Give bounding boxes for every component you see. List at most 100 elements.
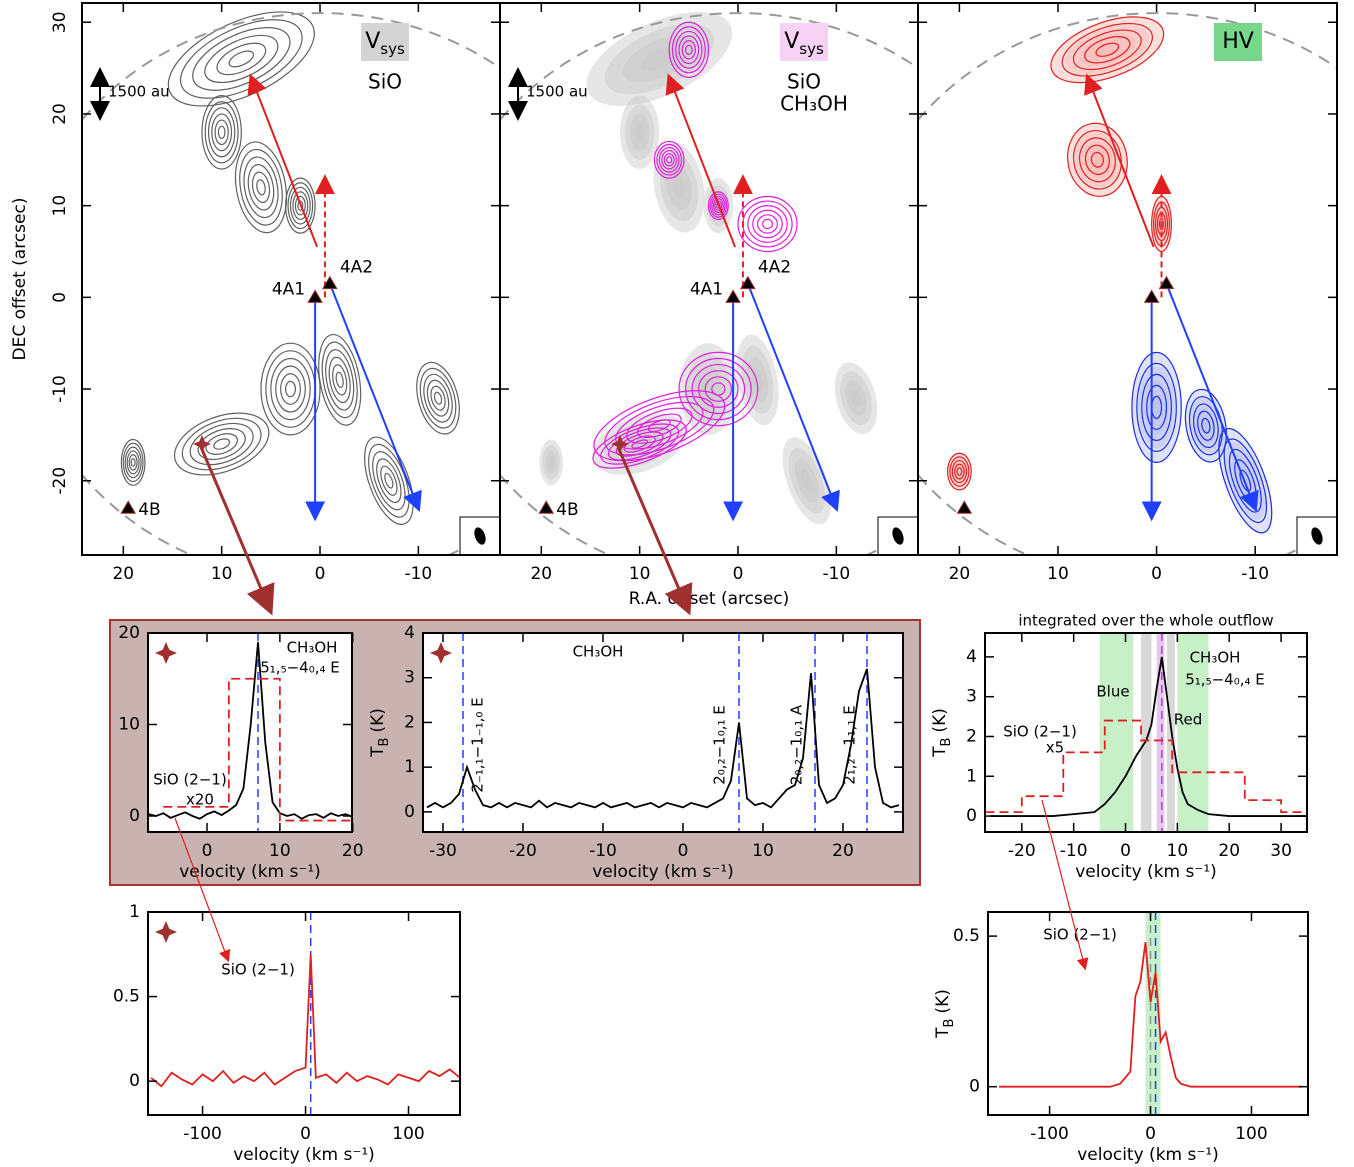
source-label: 4A1 — [690, 279, 723, 299]
emission-contour — [701, 377, 716, 401]
panel: CH₃OH 2₋₁,₁−1₋₁,₀ E 2₀,₂−1₀,₁ E 2₀,₂−1₀,₁ A… — [368, 623, 904, 882]
x-tick-label: 0 — [678, 841, 689, 861]
y-tick-label: -10 — [50, 375, 70, 403]
y-tick-label: 4 — [966, 647, 977, 667]
emission-contour — [1084, 36, 1131, 64]
emission-contour — [539, 439, 563, 486]
emission-contour — [1141, 373, 1172, 441]
x-tick-label: -10 — [1241, 564, 1269, 584]
emission-contour — [122, 442, 144, 483]
emission-contour — [197, 428, 246, 461]
y-tick-label: 0 — [969, 1077, 980, 1097]
panel: SiO (2−1) -100 0 100 0 0.5 velocity (km s⁻¹) TB… — [933, 911, 1309, 1165]
jet-arrow — [328, 283, 422, 512]
emission-contour — [1072, 29, 1142, 71]
emission-contour — [120, 438, 146, 486]
emission-contour — [675, 30, 703, 69]
map-label-main: V — [365, 29, 380, 54]
emission-contour — [762, 218, 774, 230]
annotation: CH₃OH — [1190, 649, 1241, 667]
field-of-view — [82, 12, 500, 555]
y-axis-label-sub: B — [939, 738, 954, 747]
emission-contour — [216, 42, 267, 76]
y-tick-label: 30 — [50, 11, 70, 33]
plot-area — [423, 633, 903, 832]
source-marker — [120, 500, 137, 514]
emission-contour — [698, 370, 739, 408]
link-arrow — [174, 817, 231, 963]
emission-contour — [607, 427, 672, 461]
source-label: 4B — [138, 500, 160, 520]
emission-contour — [1050, 16, 1165, 84]
y-axis-label-main: DEC offset (arcsec) — [10, 198, 30, 361]
x-axis-label: velocity (km s⁻¹) — [179, 862, 321, 882]
y-axis-label-sub: B — [942, 1019, 957, 1028]
emission-contour — [328, 356, 351, 404]
emission-contour — [416, 361, 460, 435]
emission-contour — [292, 191, 309, 220]
map-line-label: SiO — [787, 70, 821, 94]
source-label: 4A1 — [272, 279, 305, 299]
emission-contour — [335, 371, 344, 389]
y-axis-label-main: T — [933, 1027, 953, 1039]
x-tick-label: 20 — [949, 564, 971, 584]
source-label: 4A2 — [340, 258, 373, 278]
source-marker — [1143, 289, 1160, 303]
star-marker — [430, 642, 452, 664]
emission-contour — [678, 351, 759, 427]
emission-contour — [318, 333, 362, 426]
annotation: x5 — [1046, 739, 1064, 757]
x-tick-label: 20 — [530, 564, 552, 584]
emission-contour — [211, 113, 233, 152]
velocity-band — [1177, 633, 1209, 832]
emission-contour — [1223, 438, 1268, 524]
emission-contour — [707, 191, 729, 220]
emission-contour — [372, 451, 406, 511]
emission-contour — [284, 380, 297, 398]
emission-contour — [128, 454, 138, 471]
spectrum-line — [985, 719, 1307, 813]
map-label-main: V — [784, 29, 799, 54]
emission-contour — [239, 148, 283, 226]
emission-contour — [289, 186, 311, 225]
panel: HV 20 10 0 -10 — [917, 2, 1338, 584]
annotation: SiO (2−1) — [221, 961, 295, 979]
x-tick-label: -10 — [1060, 841, 1088, 861]
emission-contour — [954, 463, 965, 480]
y-tick-label: -20 — [50, 467, 70, 495]
y-axis-label-sub: B — [377, 738, 392, 747]
emission-contour — [684, 44, 693, 55]
emission-contour — [173, 412, 270, 476]
emission-contour — [1150, 393, 1163, 422]
emission-contour — [752, 209, 783, 239]
link-arrow — [616, 446, 693, 616]
emission-contour — [430, 385, 446, 411]
emission-contour — [1061, 22, 1153, 77]
y-tick-label: 1 — [404, 757, 415, 777]
plot-frame — [147, 632, 353, 833]
emission-contour — [782, 437, 832, 525]
emission-contour — [626, 407, 693, 444]
emission-contour — [376, 458, 402, 504]
velocity-band — [1145, 912, 1161, 1115]
emission-contour — [384, 472, 394, 489]
panel: CH₃OH 5₁,₅−4₀,₄ E SiO (2−1) x20 0 10 20 0 10 20 ve… — [118, 623, 363, 882]
jet-arrow — [746, 283, 840, 512]
emission-contour — [297, 200, 304, 211]
emission-contour — [433, 391, 443, 405]
y-axis-label: DEC offset (arcsec) — [10, 198, 30, 361]
emission-contour — [204, 101, 239, 164]
plot-content — [148, 633, 352, 832]
annotation: CH₃OH — [287, 639, 338, 657]
emission-contour — [364, 436, 414, 525]
y-tick-label: 3 — [966, 687, 977, 707]
x-tick-label: 30 — [1270, 841, 1292, 861]
emission-contour — [214, 119, 229, 146]
emission-contour — [548, 456, 555, 469]
emission-contour — [647, 419, 671, 433]
y-axis-label-unit: (K) — [930, 708, 950, 732]
emission-contour — [953, 462, 966, 481]
emission-contour — [592, 419, 687, 469]
emission-contour — [1197, 410, 1215, 441]
jet-arrow — [1165, 283, 1259, 512]
